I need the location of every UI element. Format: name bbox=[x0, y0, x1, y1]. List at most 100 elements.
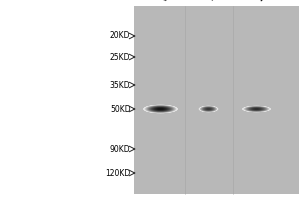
Ellipse shape bbox=[158, 108, 163, 110]
Ellipse shape bbox=[148, 106, 173, 112]
Ellipse shape bbox=[242, 106, 271, 112]
Ellipse shape bbox=[200, 106, 217, 112]
Ellipse shape bbox=[247, 107, 266, 111]
Ellipse shape bbox=[199, 106, 218, 112]
Ellipse shape bbox=[202, 107, 215, 111]
Ellipse shape bbox=[149, 106, 172, 112]
Text: 80ng: 80ng bbox=[160, 0, 181, 3]
Ellipse shape bbox=[203, 107, 214, 111]
Ellipse shape bbox=[247, 107, 266, 111]
Ellipse shape bbox=[201, 107, 216, 111]
Ellipse shape bbox=[206, 108, 211, 110]
Ellipse shape bbox=[152, 107, 169, 111]
Ellipse shape bbox=[247, 107, 266, 111]
Ellipse shape bbox=[205, 108, 212, 110]
Ellipse shape bbox=[156, 108, 165, 110]
Ellipse shape bbox=[206, 108, 211, 110]
Ellipse shape bbox=[250, 108, 263, 110]
Ellipse shape bbox=[202, 107, 215, 111]
Ellipse shape bbox=[147, 106, 174, 112]
Ellipse shape bbox=[245, 106, 268, 112]
Ellipse shape bbox=[148, 106, 172, 112]
Ellipse shape bbox=[150, 106, 171, 112]
Ellipse shape bbox=[200, 106, 217, 112]
Text: 120KD: 120KD bbox=[105, 168, 130, 178]
Text: 90KD: 90KD bbox=[110, 144, 130, 154]
Ellipse shape bbox=[203, 107, 214, 111]
Ellipse shape bbox=[205, 108, 212, 110]
Ellipse shape bbox=[252, 108, 261, 110]
Ellipse shape bbox=[253, 108, 260, 110]
Ellipse shape bbox=[244, 106, 268, 112]
Text: 35KD: 35KD bbox=[110, 81, 130, 90]
Ellipse shape bbox=[153, 107, 168, 111]
Ellipse shape bbox=[144, 105, 177, 113]
Ellipse shape bbox=[254, 108, 259, 110]
Ellipse shape bbox=[199, 106, 218, 112]
Ellipse shape bbox=[248, 107, 265, 111]
Ellipse shape bbox=[246, 107, 267, 111]
Ellipse shape bbox=[249, 107, 264, 111]
Ellipse shape bbox=[248, 107, 266, 111]
Ellipse shape bbox=[151, 107, 170, 111]
Ellipse shape bbox=[149, 106, 172, 112]
Ellipse shape bbox=[150, 106, 171, 112]
Ellipse shape bbox=[201, 107, 216, 111]
Ellipse shape bbox=[204, 108, 213, 110]
Ellipse shape bbox=[146, 106, 175, 112]
Ellipse shape bbox=[151, 107, 170, 111]
Ellipse shape bbox=[200, 106, 217, 112]
Text: 50KD: 50KD bbox=[110, 104, 130, 114]
Ellipse shape bbox=[245, 106, 268, 112]
Ellipse shape bbox=[254, 108, 260, 110]
Ellipse shape bbox=[145, 105, 176, 113]
Ellipse shape bbox=[200, 106, 217, 112]
Ellipse shape bbox=[251, 108, 262, 110]
Ellipse shape bbox=[202, 107, 215, 111]
Ellipse shape bbox=[143, 105, 178, 113]
Ellipse shape bbox=[153, 107, 168, 111]
Ellipse shape bbox=[154, 108, 166, 110]
Ellipse shape bbox=[201, 107, 216, 111]
Ellipse shape bbox=[155, 108, 166, 110]
Ellipse shape bbox=[202, 107, 214, 111]
Ellipse shape bbox=[206, 108, 210, 110]
Ellipse shape bbox=[158, 108, 164, 110]
Ellipse shape bbox=[158, 108, 163, 110]
Ellipse shape bbox=[249, 107, 264, 111]
Ellipse shape bbox=[154, 107, 167, 111]
Ellipse shape bbox=[204, 108, 213, 110]
Ellipse shape bbox=[200, 106, 217, 112]
Ellipse shape bbox=[204, 107, 213, 111]
Ellipse shape bbox=[253, 108, 260, 110]
Text: 20ng: 20ng bbox=[256, 0, 277, 3]
Ellipse shape bbox=[201, 106, 216, 112]
Ellipse shape bbox=[244, 106, 269, 112]
Ellipse shape bbox=[147, 106, 174, 112]
Ellipse shape bbox=[206, 108, 211, 110]
Text: 25KD: 25KD bbox=[110, 52, 130, 62]
Text: 40ng: 40ng bbox=[208, 0, 229, 3]
Ellipse shape bbox=[155, 108, 166, 110]
Ellipse shape bbox=[245, 107, 268, 111]
Ellipse shape bbox=[243, 106, 270, 112]
Ellipse shape bbox=[146, 105, 176, 113]
Ellipse shape bbox=[244, 106, 269, 112]
Ellipse shape bbox=[152, 107, 169, 111]
Ellipse shape bbox=[243, 106, 270, 112]
Ellipse shape bbox=[204, 108, 213, 110]
Ellipse shape bbox=[156, 108, 165, 110]
Ellipse shape bbox=[154, 107, 167, 111]
Ellipse shape bbox=[250, 108, 263, 110]
Ellipse shape bbox=[206, 108, 212, 110]
Ellipse shape bbox=[157, 108, 164, 110]
Ellipse shape bbox=[152, 107, 169, 111]
Ellipse shape bbox=[157, 108, 164, 110]
Ellipse shape bbox=[248, 107, 265, 111]
Bar bbox=[134, 6, 298, 194]
Ellipse shape bbox=[146, 105, 175, 113]
Ellipse shape bbox=[205, 108, 212, 110]
Text: 20KD: 20KD bbox=[110, 31, 130, 40]
Ellipse shape bbox=[246, 107, 267, 111]
Ellipse shape bbox=[203, 107, 214, 111]
